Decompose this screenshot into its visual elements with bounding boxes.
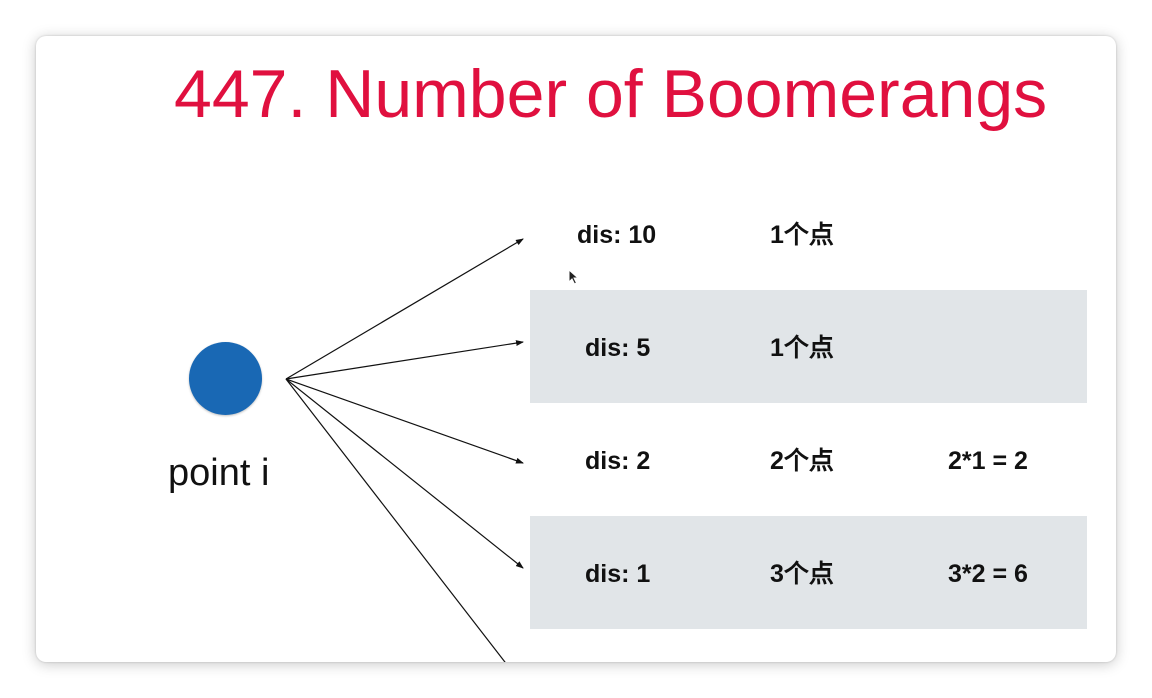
row-3-distance: dis: 2 bbox=[585, 447, 651, 475]
row-4-distance: dis: 1 bbox=[585, 560, 651, 588]
row-1-distance: dis: 10 bbox=[577, 221, 657, 249]
arrow-dis-1 bbox=[285, 378, 524, 569]
row-3-calc: 2*1 = 2 bbox=[948, 447, 1028, 475]
row-2-distance: dis: 5 bbox=[585, 334, 651, 362]
row-1-count: 1个点 bbox=[770, 221, 834, 249]
arrow-dis-2 bbox=[285, 378, 524, 464]
distance-arrows bbox=[285, 238, 524, 662]
point-i-dot bbox=[189, 342, 262, 415]
row-4-count: 3个点 bbox=[770, 560, 834, 588]
row-2-count: 1个点 bbox=[770, 334, 834, 362]
arrow-dis-10 bbox=[285, 238, 524, 380]
arrow-dis-5 bbox=[285, 340, 524, 380]
mouse-cursor-icon bbox=[568, 269, 580, 285]
slide-window: 447. Number of Boomerangs dis: 10 1个点 di… bbox=[36, 36, 1116, 662]
row-band-dis-5 bbox=[530, 290, 1087, 403]
row-3-count: 2个点 bbox=[770, 447, 834, 475]
slide-title: 447. Number of Boomerangs bbox=[174, 56, 1048, 132]
row-4-calc: 3*2 = 6 bbox=[948, 560, 1028, 588]
point-i-label: point i bbox=[168, 452, 270, 494]
arrow-offscreen bbox=[285, 378, 506, 662]
row-band-dis-1 bbox=[530, 516, 1087, 629]
